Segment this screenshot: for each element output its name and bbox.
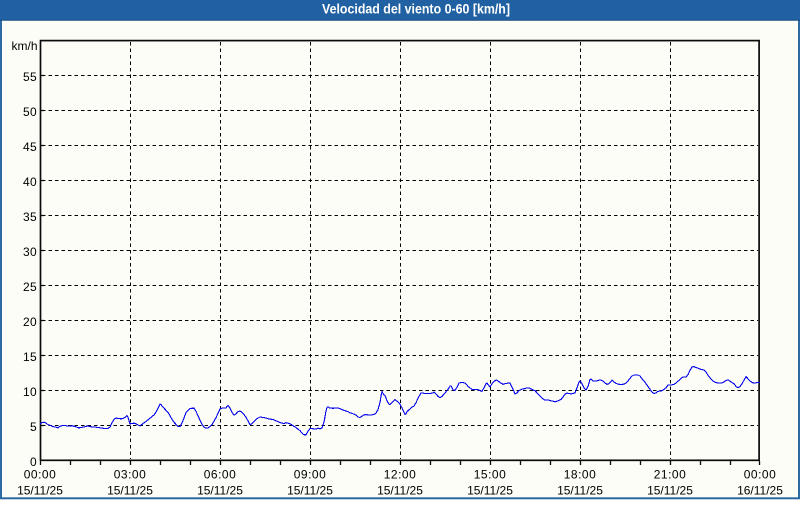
svg-text:55: 55 bbox=[23, 70, 37, 84]
svg-text:15/11/25: 15/11/25 bbox=[287, 484, 333, 498]
svg-text:20: 20 bbox=[23, 315, 37, 329]
svg-text:21:00: 21:00 bbox=[654, 468, 687, 482]
svg-text:03:00: 03:00 bbox=[114, 468, 147, 482]
svg-text:00:00: 00:00 bbox=[24, 468, 57, 482]
svg-text:15/11/25: 15/11/25 bbox=[377, 484, 423, 498]
svg-text:15/11/25: 15/11/25 bbox=[647, 484, 693, 498]
svg-text:15/11/25: 15/11/25 bbox=[197, 484, 243, 498]
svg-text:15: 15 bbox=[23, 350, 37, 364]
svg-text:Velocidad del viento 0-60 [km/: Velocidad del viento 0-60 [km/h] bbox=[322, 2, 510, 17]
svg-text:45: 45 bbox=[23, 140, 37, 154]
svg-text:25: 25 bbox=[23, 280, 37, 294]
svg-text:35: 35 bbox=[23, 210, 37, 224]
svg-text:16/11/25: 16/11/25 bbox=[737, 484, 783, 498]
svg-text:15/11/25: 15/11/25 bbox=[107, 484, 153, 498]
svg-text:30: 30 bbox=[23, 245, 37, 259]
svg-text:km/h: km/h bbox=[11, 39, 37, 53]
svg-text:12:00: 12:00 bbox=[384, 468, 417, 482]
svg-text:06:00: 06:00 bbox=[204, 468, 237, 482]
svg-text:15/11/25: 15/11/25 bbox=[17, 484, 63, 498]
svg-text:15/11/25: 15/11/25 bbox=[557, 484, 603, 498]
svg-text:15/11/25: 15/11/25 bbox=[467, 484, 513, 498]
svg-text:40: 40 bbox=[23, 175, 37, 189]
svg-text:10: 10 bbox=[23, 385, 37, 399]
svg-text:15:00: 15:00 bbox=[474, 468, 507, 482]
svg-text:09:00: 09:00 bbox=[294, 468, 327, 482]
svg-text:5: 5 bbox=[30, 420, 37, 434]
svg-text:00:00: 00:00 bbox=[744, 468, 777, 482]
svg-text:18:00: 18:00 bbox=[564, 468, 597, 482]
svg-text:50: 50 bbox=[23, 105, 37, 119]
svg-text:0: 0 bbox=[30, 455, 37, 469]
